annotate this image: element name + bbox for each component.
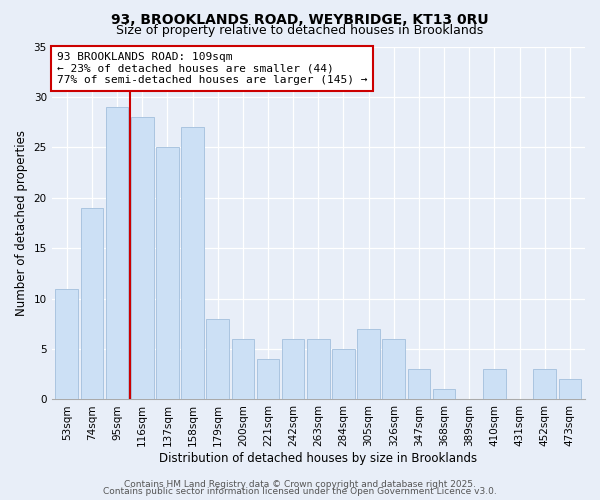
Bar bbox=[106, 107, 128, 400]
X-axis label: Distribution of detached houses by size in Brooklands: Distribution of detached houses by size … bbox=[159, 452, 478, 465]
Y-axis label: Number of detached properties: Number of detached properties bbox=[15, 130, 28, 316]
Bar bbox=[232, 339, 254, 400]
Bar bbox=[80, 208, 103, 400]
Bar bbox=[181, 127, 204, 400]
Bar bbox=[282, 339, 304, 400]
Text: Contains public sector information licensed under the Open Government Licence v3: Contains public sector information licen… bbox=[103, 487, 497, 496]
Bar bbox=[483, 369, 506, 400]
Bar bbox=[559, 380, 581, 400]
Bar bbox=[206, 319, 229, 400]
Bar bbox=[407, 369, 430, 400]
Bar bbox=[307, 339, 329, 400]
Text: 93, BROOKLANDS ROAD, WEYBRIDGE, KT13 0RU: 93, BROOKLANDS ROAD, WEYBRIDGE, KT13 0RU bbox=[111, 12, 489, 26]
Text: 93 BROOKLANDS ROAD: 109sqm
← 23% of detached houses are smaller (44)
77% of semi: 93 BROOKLANDS ROAD: 109sqm ← 23% of deta… bbox=[57, 52, 367, 85]
Bar bbox=[433, 390, 455, 400]
Bar bbox=[358, 329, 380, 400]
Bar bbox=[131, 117, 154, 400]
Bar bbox=[533, 369, 556, 400]
Bar bbox=[257, 359, 280, 400]
Bar bbox=[382, 339, 405, 400]
Bar bbox=[332, 349, 355, 400]
Text: Size of property relative to detached houses in Brooklands: Size of property relative to detached ho… bbox=[116, 24, 484, 37]
Bar bbox=[156, 148, 179, 400]
Bar bbox=[55, 288, 78, 400]
Text: Contains HM Land Registry data © Crown copyright and database right 2025.: Contains HM Land Registry data © Crown c… bbox=[124, 480, 476, 489]
